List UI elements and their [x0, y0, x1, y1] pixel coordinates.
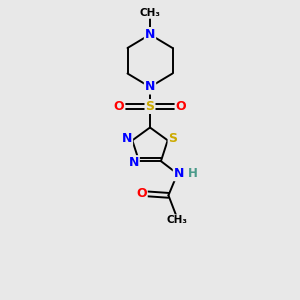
- Text: CH₃: CH₃: [167, 215, 188, 225]
- Text: N: N: [128, 156, 139, 169]
- Text: O: O: [114, 100, 124, 113]
- Text: S: S: [169, 132, 178, 146]
- Text: N: N: [174, 167, 184, 180]
- Text: N: N: [145, 28, 155, 41]
- Text: H: H: [188, 167, 197, 180]
- Text: O: O: [176, 100, 186, 113]
- Text: N: N: [145, 80, 155, 94]
- Text: O: O: [136, 187, 147, 200]
- Text: CH₃: CH₃: [140, 8, 160, 18]
- Text: N: N: [122, 132, 132, 146]
- Text: S: S: [146, 100, 154, 113]
